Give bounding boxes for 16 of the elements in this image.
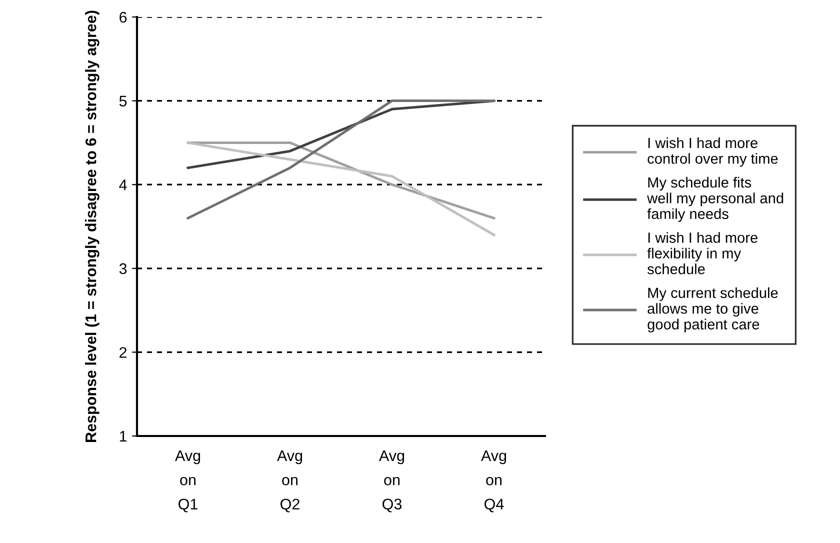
y-tick-label: 1 <box>120 431 127 442</box>
y-tick-label: 3 <box>119 263 127 274</box>
y-tick-label: 6 <box>120 12 127 23</box>
x-tick-label: Avg on Q4 <box>481 450 506 512</box>
legend-label: I wish I had more flexibility in my schedule <box>647 232 758 274</box>
y-tick-label: 2 <box>120 347 127 358</box>
x-tick-label: Avg on Q3 <box>379 450 404 512</box>
legend-label: My schedule fits well my personal and family needs <box>647 176 784 222</box>
line-series <box>186 141 496 236</box>
x-tick-label: Avg on Q2 <box>277 450 302 512</box>
y-tick-label: 4 <box>119 180 127 190</box>
x-tick-label: Avg on Q1 <box>175 450 200 512</box>
legend-label: My current schedule allows me to give good patient care <box>648 287 778 332</box>
y-tick-label: 5 <box>119 96 127 106</box>
y-axis-title: Response level (1 = strongly disagree to 6 = strongly agree) <box>85 10 100 442</box>
legend-label: I wish I had more control over my time <box>648 137 778 167</box>
